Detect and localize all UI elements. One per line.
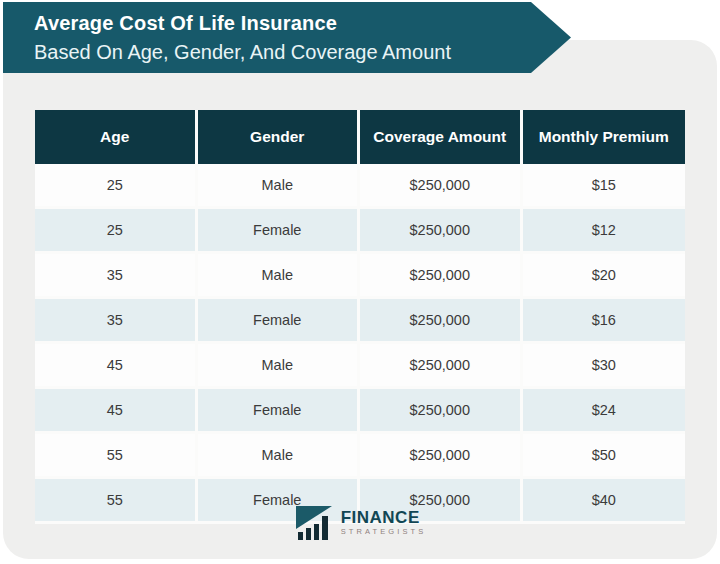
table-cell: 45 xyxy=(35,344,198,389)
brand-name-primary: FINANCE xyxy=(341,509,427,526)
premium-table-container: Age Gender Coverage Amount Monthly Premi… xyxy=(35,110,685,524)
table-row: 45Female$250,000$24 xyxy=(35,389,685,434)
table-cell: Female xyxy=(198,389,361,434)
table-cell: Male xyxy=(198,344,361,389)
table-row: 45Male$250,000$30 xyxy=(35,344,685,389)
table-cell: $250,000 xyxy=(360,254,523,299)
table-cell: $50 xyxy=(523,434,686,479)
table-cell: 45 xyxy=(35,389,198,434)
table-cell: Male xyxy=(198,434,361,479)
table-row: 35Male$250,000$20 xyxy=(35,254,685,299)
column-header-age: Age xyxy=(35,110,198,164)
table-cell: 35 xyxy=(35,254,198,299)
table-row: 35Female$250,000$16 xyxy=(35,299,685,344)
table-cell: $20 xyxy=(523,254,686,299)
table-row: 55Male$250,000$50 xyxy=(35,434,685,479)
table-cell: $250,000 xyxy=(360,299,523,344)
table-cell: 55 xyxy=(35,434,198,479)
table-cell: $250,000 xyxy=(360,164,523,209)
table-cell: 25 xyxy=(35,209,198,254)
table-body: 25Male$250,000$1525Female$250,000$1235Ma… xyxy=(35,164,685,524)
table-cell: 25 xyxy=(35,164,198,209)
brand-wordmark: FINANCE STRATEGISTS xyxy=(341,509,427,536)
premium-table: Age Gender Coverage Amount Monthly Premi… xyxy=(35,110,685,524)
column-header-monthly-premium: Monthly Premium xyxy=(523,110,686,164)
table-cell: Male xyxy=(198,254,361,299)
table-row: 25Male$250,000$15 xyxy=(35,164,685,209)
table-header: Age Gender Coverage Amount Monthly Premi… xyxy=(35,110,685,164)
table-cell: $250,000 xyxy=(360,344,523,389)
table-cell: 35 xyxy=(35,299,198,344)
table-cell: Female xyxy=(198,209,361,254)
brand-logo: FINANCE STRATEGISTS xyxy=(0,502,720,542)
table-cell: Female xyxy=(198,299,361,344)
table-cell: $12 xyxy=(523,209,686,254)
table-cell: Male xyxy=(198,164,361,209)
table-row: 25Female$250,000$12 xyxy=(35,209,685,254)
table-cell: $250,000 xyxy=(360,389,523,434)
table-header-row: Age Gender Coverage Amount Monthly Premi… xyxy=(35,110,685,164)
brand-name-secondary: STRATEGISTS xyxy=(341,528,427,536)
table-cell: $16 xyxy=(523,299,686,344)
table-cell: $24 xyxy=(523,389,686,434)
table-cell: $250,000 xyxy=(360,209,523,254)
column-header-gender: Gender xyxy=(198,110,361,164)
page-title: Average Cost Of Life Insurance xyxy=(34,11,523,35)
table-cell: $15 xyxy=(523,164,686,209)
column-header-coverage-amount: Coverage Amount xyxy=(360,110,523,164)
title-banner: Average Cost Of Life Insurance Based On … xyxy=(3,2,571,73)
table-cell: $30 xyxy=(523,344,686,389)
bar-chart-logo-icon xyxy=(294,502,334,542)
table-cell: $250,000 xyxy=(360,434,523,479)
page-subtitle: Based On Age, Gender, And Coverage Amoun… xyxy=(34,40,523,64)
infographic: Average Cost Of Life Insurance Based On … xyxy=(0,0,720,564)
